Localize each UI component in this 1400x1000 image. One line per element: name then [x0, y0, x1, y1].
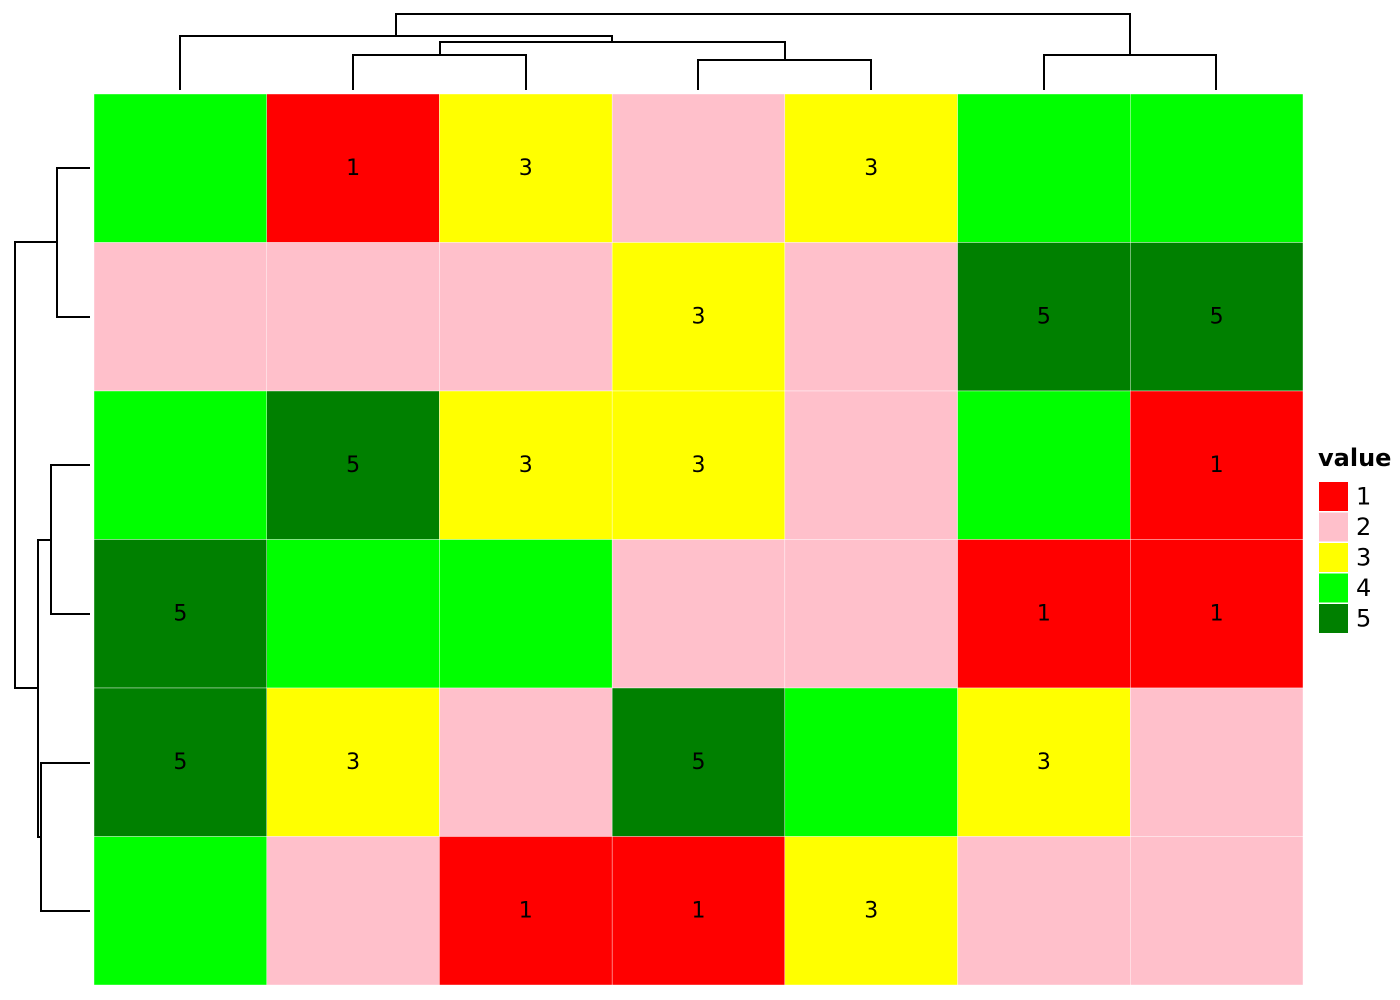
legend-swatch-5 — [1319, 604, 1348, 633]
cell-label-r4-c6: 1 — [1037, 601, 1051, 626]
row-dendrogram — [14, 167, 90, 912]
heatmap-cell-r1-c1 — [93, 93, 267, 243]
cell-label-r2-c7: 5 — [1210, 304, 1224, 329]
heatmap-cell-r1-c5 — [784, 93, 958, 243]
heatmap-cell-r5-c7 — [1130, 687, 1304, 837]
legend-label-1: 1 — [1356, 483, 1371, 511]
heatmap-cell-r1-c6 — [957, 93, 1131, 243]
legend-swatch-1 — [1319, 482, 1348, 511]
col-dendro-link-3 — [439, 41, 786, 60]
legend-label-5: 5 — [1356, 605, 1371, 633]
heatmap-cell-r6-c3 — [439, 836, 613, 986]
column-dendrogram — [179, 13, 1217, 90]
heatmap-cell-r1-c4 — [611, 93, 786, 243]
cell-label-r4-c7: 1 — [1210, 601, 1224, 626]
cell-label-r5-c1: 5 — [173, 750, 187, 775]
heatmap-cell-r1-c7 — [1130, 93, 1304, 243]
legend-entries: 12 34 5 — [1319, 482, 1371, 633]
heatmap-cell-r3-c6 — [957, 390, 1131, 540]
heatmap-cell-r6-c2 — [266, 836, 440, 986]
heatmap-cell-r3-c1 — [93, 390, 267, 540]
heatmap-cell-r6-c7 — [1130, 836, 1304, 986]
heatmap-cell-r5-c5 — [784, 687, 958, 837]
cell-label-r6-c4: 1 — [692, 898, 706, 923]
heatmap-cell-r5-c4 — [611, 687, 786, 837]
heatmap-cell-r5-c1 — [93, 687, 267, 837]
heatmap-cell-r4-c2 — [266, 539, 440, 689]
row-dendro-link-5 — [14, 241, 57, 689]
cell-label-r2-c6: 5 — [1037, 304, 1051, 329]
legend-label-3: 3 — [1356, 544, 1371, 572]
heatmap-cell-r4-c5 — [784, 539, 958, 689]
cell-label-r3-c7: 1 — [1210, 453, 1224, 478]
heatmap-cell-r4-c6 — [957, 539, 1131, 689]
legend-swatch-2 — [1319, 512, 1348, 542]
heatmap-cell-labels: 1 3 3 3 5 5 5 3 3 1 5 1 1 5 3 5 3 1 1 3 — [173, 156, 1223, 924]
heatmap-cell-r2-c4 — [611, 242, 786, 392]
legend-title: value — [1318, 444, 1391, 472]
col-dendro-link-2 — [697, 59, 872, 90]
heatmap-cell-r6-c6 — [957, 836, 1131, 986]
heatmap-cell-r4-c7 — [1130, 539, 1304, 689]
heatmap-cell-r2-c7 — [1130, 242, 1304, 392]
cell-label-r2-c4: 3 — [692, 304, 706, 329]
heatmap-cell-r4-c3 — [439, 539, 613, 689]
heatmap-cell-r2-c3 — [439, 242, 613, 392]
col-dendro-link-1 — [352, 54, 527, 90]
cell-label-r4-c1: 5 — [173, 601, 187, 626]
cell-label-r3-c3: 3 — [519, 453, 533, 478]
cell-label-r1-c2: 1 — [346, 156, 360, 181]
heatmap-cell-r3-c3 — [439, 390, 613, 540]
legend-label-4: 4 — [1356, 574, 1371, 602]
cell-label-r6-c3: 1 — [519, 898, 533, 923]
heatmap-cell-r5-c3 — [439, 687, 613, 837]
heatmap-cells — [93, 93, 1304, 986]
legend-swatch-3 — [1319, 543, 1348, 572]
heatmap-cell-r2-c2 — [266, 242, 440, 392]
heatmap-cell-r2-c1 — [93, 242, 267, 392]
col-dendro-link-6 — [395, 13, 1131, 55]
heatmap-cell-r5-c2 — [266, 687, 440, 837]
row-dendro-link-2 — [50, 464, 90, 615]
legend-label-2: 2 — [1356, 513, 1371, 541]
heatmap-cell-r2-c6 — [957, 242, 1131, 392]
heatmap-cell-r1-c3 — [439, 93, 613, 243]
cell-label-r3-c2: 5 — [346, 453, 360, 478]
heatmap-cell-r3-c2 — [266, 390, 440, 540]
heatmap-cell-r6-c4 — [611, 836, 786, 986]
cell-label-r1-c3: 3 — [519, 156, 533, 181]
col-dendro-link-4 — [179, 35, 613, 90]
heatmap-cell-r1-c2 — [266, 93, 440, 243]
row-dendro-link-3 — [40, 762, 90, 912]
heatmap-cell-r5-c6 — [957, 687, 1131, 837]
cell-label-r3-c4: 3 — [692, 453, 706, 478]
heatmap-cell-r2-c5 — [784, 242, 958, 392]
cell-label-r5-c6: 3 — [1037, 750, 1051, 775]
legend-swatch-4 — [1319, 573, 1348, 603]
heatmap-cell-r6-c5 — [784, 836, 958, 986]
heatmap-cell-r3-c7 — [1130, 390, 1304, 540]
heatmap-cell-r6-c1 — [93, 836, 267, 986]
cell-label-r6-c5: 3 — [864, 898, 878, 923]
cell-label-r5-c4: 5 — [692, 750, 706, 775]
row-dendro-link-1 — [56, 167, 90, 318]
col-dendro-link-5 — [1043, 54, 1217, 90]
row-dendro-link-4 — [37, 539, 51, 838]
legend: value 12 34 5 — [1318, 444, 1391, 633]
cell-label-r1-c5: 3 — [864, 156, 878, 181]
cell-label-r5-c2: 3 — [346, 750, 360, 775]
heatmap-cell-r4-c4 — [611, 539, 786, 689]
heatmap-cell-r3-c5 — [784, 390, 958, 540]
